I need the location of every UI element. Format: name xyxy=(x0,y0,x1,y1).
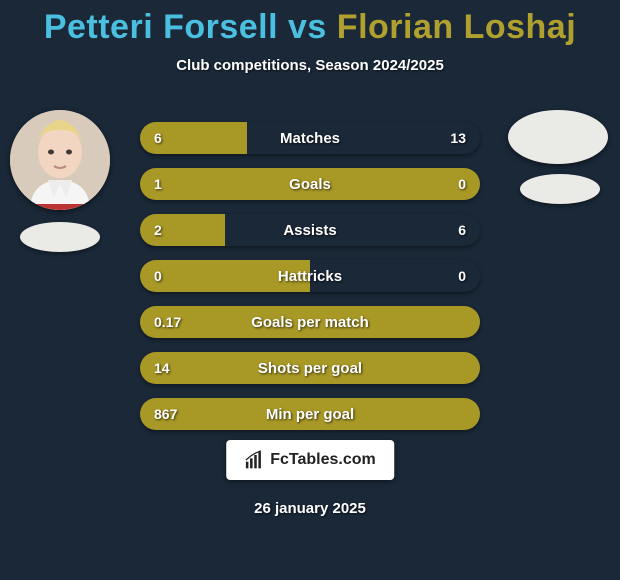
chart-icon xyxy=(244,450,264,470)
stat-row: 14Shots per goal xyxy=(140,352,480,384)
date-stamp: 26 january 2025 xyxy=(0,500,620,517)
stat-value-right: 0 xyxy=(458,168,466,200)
player2-flag xyxy=(520,174,600,204)
stat-row: 0Hattricks0 xyxy=(140,260,480,292)
player1-name: Petteri Forsell xyxy=(44,8,278,46)
logo-box[interactable]: FcTables.com xyxy=(226,440,394,480)
stat-label: Goals per match xyxy=(140,306,480,338)
stat-label: Hattricks xyxy=(140,260,480,292)
player2-avatar xyxy=(508,110,608,164)
vs-separator: vs xyxy=(278,8,337,46)
stat-label: Assists xyxy=(140,214,480,246)
stat-row: 6Matches13 xyxy=(140,122,480,154)
stat-row: 0.17Goals per match xyxy=(140,306,480,338)
stat-label: Min per goal xyxy=(140,398,480,430)
player1-avatar xyxy=(10,110,110,210)
player1-flag xyxy=(20,222,100,252)
stat-value-right: 0 xyxy=(458,260,466,292)
stat-row: 867Min per goal xyxy=(140,398,480,430)
stats-container: 6Matches131Goals02Assists60Hattricks00.1… xyxy=(140,122,480,444)
stat-label: Goals xyxy=(140,168,480,200)
comparison-title: Petteri Forsell vs Florian Loshaj xyxy=(0,0,620,47)
stat-row: 2Assists6 xyxy=(140,214,480,246)
stat-value-right: 13 xyxy=(450,122,466,154)
logo-text: FcTables.com xyxy=(270,451,376,469)
stat-label: Shots per goal xyxy=(140,352,480,384)
stat-value-right: 6 xyxy=(458,214,466,246)
stat-row: 1Goals0 xyxy=(140,168,480,200)
stat-label: Matches xyxy=(140,122,480,154)
subtitle: Club competitions, Season 2024/2025 xyxy=(0,57,620,74)
player2-name: Florian Loshaj xyxy=(337,8,576,46)
